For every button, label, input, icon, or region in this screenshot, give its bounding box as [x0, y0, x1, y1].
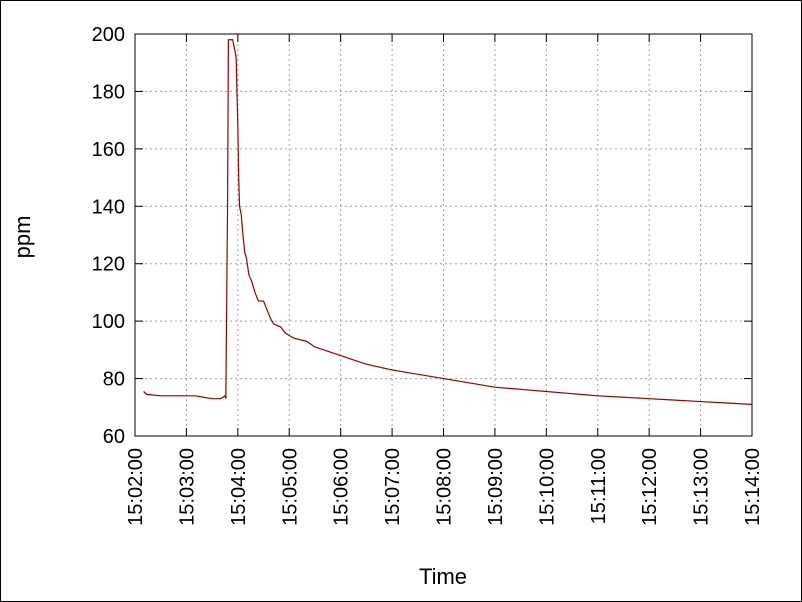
x-tick-label: 15:02:00	[125, 448, 147, 526]
y-tick-label: 120	[92, 254, 125, 276]
x-tick-labels: 15:02:00 15:03:00 15:04:00 15:05:00 15:06:00…	[125, 448, 764, 526]
tick-marks	[134, 33, 753, 437]
x-tick-label: 15:06:00	[331, 448, 353, 526]
y-tick-label: 160	[92, 139, 125, 161]
y-tick-label: 100	[92, 311, 125, 333]
y-tick-label: 200	[92, 24, 125, 46]
x-axis-label: Time	[419, 564, 467, 589]
series-line	[143, 39, 753, 406]
x-tick-label: 15:11:00	[588, 448, 610, 524]
y-tick-label: 80	[103, 369, 125, 391]
y-tick-label: 140	[92, 196, 125, 218]
y-tick-label: 60	[103, 426, 125, 448]
x-tick-label: 15:13:00	[691, 448, 713, 526]
x-tick-label: 15:14:00	[742, 448, 764, 526]
y-tick-label: 180	[92, 81, 125, 103]
x-tick-label: 15:12:00	[639, 448, 661, 526]
x-tick-label: 15:04:00	[228, 448, 250, 526]
y-tick-labels: 60 80 100 120 140 160 180 200	[92, 24, 125, 448]
x-tick-label: 15:07:00	[382, 448, 404, 526]
x-tick-label: 15:10:00	[536, 448, 558, 526]
x-tick-label: 15:08:00	[434, 448, 456, 526]
series-layer	[143, 39, 753, 406]
x-tick-label: 15:05:00	[279, 448, 301, 526]
y-axis-label: ppm	[10, 216, 35, 259]
plot-frame	[134, 33, 753, 437]
x-tick-label: 15:03:00	[176, 448, 198, 526]
grid-lines	[135, 34, 752, 436]
x-tick-label: 15:09:00	[485, 448, 507, 526]
